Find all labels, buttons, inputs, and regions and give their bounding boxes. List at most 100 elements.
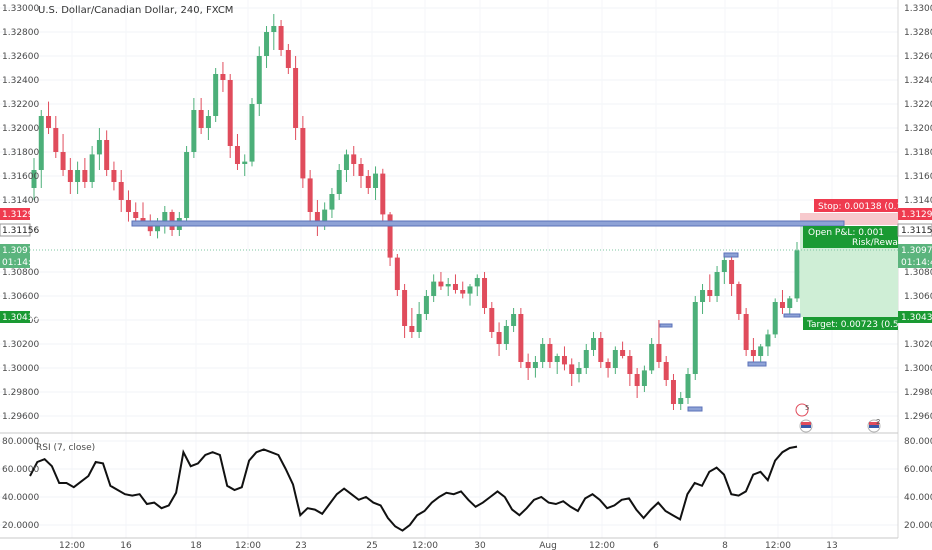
price-tick-label: 1.32400: [904, 76, 932, 86]
time-tick-label: Aug: [539, 541, 557, 550]
price-tick-label-left: 1.31400: [2, 196, 39, 206]
candle-body: [692, 302, 698, 374]
candle-body: [322, 209, 328, 222]
candle-body: [496, 332, 502, 344]
candle-body: [482, 278, 488, 308]
candle-body: [489, 308, 495, 332]
candle-body: [750, 350, 756, 356]
rsi-tick-label-left: 60.0000: [2, 465, 39, 475]
swing-marker[interactable]: [659, 323, 673, 328]
candle-body: [700, 290, 706, 302]
candle-body: [373, 173, 379, 188]
entry-price-tag: [897, 223, 932, 237]
swing-marker[interactable]: [723, 252, 739, 258]
candle-body: [118, 182, 124, 200]
candle-body: [205, 116, 211, 128]
candle-body: [329, 194, 335, 210]
pnl-label: Open P&L: 0.001: [808, 228, 884, 238]
price-tick-label-left: 1.30000: [2, 364, 39, 374]
price-tick-label-left: 1.31800: [2, 148, 39, 158]
candle-body: [343, 154, 349, 170]
candle-body: [184, 152, 190, 218]
flag-icon[interactable]: 2: [867, 418, 881, 433]
candle-body: [133, 212, 139, 218]
candle-body: [365, 176, 371, 188]
rsi-axis[interactable]: 80.0000 80.0000 60.0000 60.0000 40.0000 40.00…: [2, 437, 932, 531]
swing-marker[interactable]: [747, 361, 767, 367]
candle-body: [31, 170, 37, 188]
price-tick-label: 1.31800: [904, 148, 932, 158]
candle-body: [656, 344, 662, 362]
candle-body: [561, 356, 567, 365]
candle-body: [518, 314, 524, 362]
rsi-label: RSI (7, close): [36, 443, 95, 453]
candle-body: [620, 350, 626, 356]
candle-body: [271, 26, 277, 32]
candle-body: [256, 56, 262, 104]
candle-body: [162, 212, 168, 224]
event-count: 5: [805, 404, 809, 412]
candle-body: [634, 374, 640, 386]
entry-price-tag-text: 1.31156: [901, 226, 932, 236]
price-tick-label: 1.32600: [904, 52, 932, 62]
price-tick-label: 1.32800: [904, 28, 932, 38]
time-axis[interactable]: 12:00 16 18 12:00 23 25 12:00 30 Aug 12:00 6 8 12:00…: [59, 541, 838, 550]
price-tick-label: 1.30000: [904, 364, 932, 374]
price-tick-label-left: 1.30600: [2, 292, 39, 302]
candles: [31, 14, 800, 410]
target-price-tag: [898, 311, 932, 323]
time-tick-label: 12:00: [59, 541, 85, 550]
candle-body: [758, 346, 764, 356]
rsi-tick-label: 80.0000: [904, 437, 932, 447]
stop-price-tag: [898, 208, 932, 220]
stop-label-box[interactable]: [814, 199, 898, 212]
candle-body: [53, 128, 59, 152]
candle-body: [612, 350, 618, 368]
rsi-tick-label: 60.0000: [904, 465, 932, 475]
rsi-tick-label: 40.0000: [904, 493, 932, 503]
candle-body: [787, 298, 793, 308]
candle-body: [627, 356, 633, 374]
swing-marker[interactable]: [687, 406, 703, 412]
candle-body: [438, 281, 444, 287]
swing-marker[interactable]: [783, 313, 801, 318]
countdown-left-tag-text: 01:14:41: [2, 258, 42, 268]
candle-body: [649, 344, 655, 371]
candle-body: [540, 344, 546, 362]
time-tick-label: 6: [653, 541, 659, 550]
price-axis[interactable]: 1.33000 1.33000 1.32800 1.32800 1.32600 1.326…: [2, 4, 932, 422]
candle-body: [89, 154, 95, 182]
time-tick-label: 18: [190, 541, 202, 550]
candle-body: [474, 278, 480, 287]
target-label: Target: 0.00723 (0.55%: [806, 320, 913, 330]
candle-body: [242, 161, 248, 164]
candle-body: [82, 170, 88, 182]
candle-body: [547, 344, 553, 362]
candle-body: [685, 374, 691, 398]
event-count: 2: [876, 418, 880, 426]
candle-body: [380, 173, 386, 215]
support-resistance-zone[interactable]: [131, 220, 845, 227]
candle-body: [234, 146, 240, 164]
price-tick-label: 1.31600: [904, 172, 932, 182]
flag-icon[interactable]: [799, 419, 813, 433]
target-price-tag-text: 1.30433: [901, 313, 932, 323]
price-tick-label-left: 1.33000: [2, 4, 39, 14]
last-price-tag: [898, 244, 932, 256]
candle-body: [641, 370, 647, 386]
candle-body: [772, 302, 778, 335]
target-label-box[interactable]: [803, 317, 898, 330]
price-tick-label: 1.31400: [904, 196, 932, 206]
candle-body: [307, 178, 313, 212]
candle-body: [525, 362, 531, 368]
candle-body: [264, 32, 270, 56]
candle-body: [678, 398, 684, 404]
pnl-label-box[interactable]: [803, 226, 898, 248]
candle-body: [707, 290, 713, 296]
candle-body: [358, 164, 364, 176]
event-marker[interactable]: 5: [795, 403, 809, 417]
target-left-tag-text: 1.30433: [2, 313, 39, 323]
target-left-tag: [0, 311, 30, 323]
candle-body: [314, 212, 320, 222]
